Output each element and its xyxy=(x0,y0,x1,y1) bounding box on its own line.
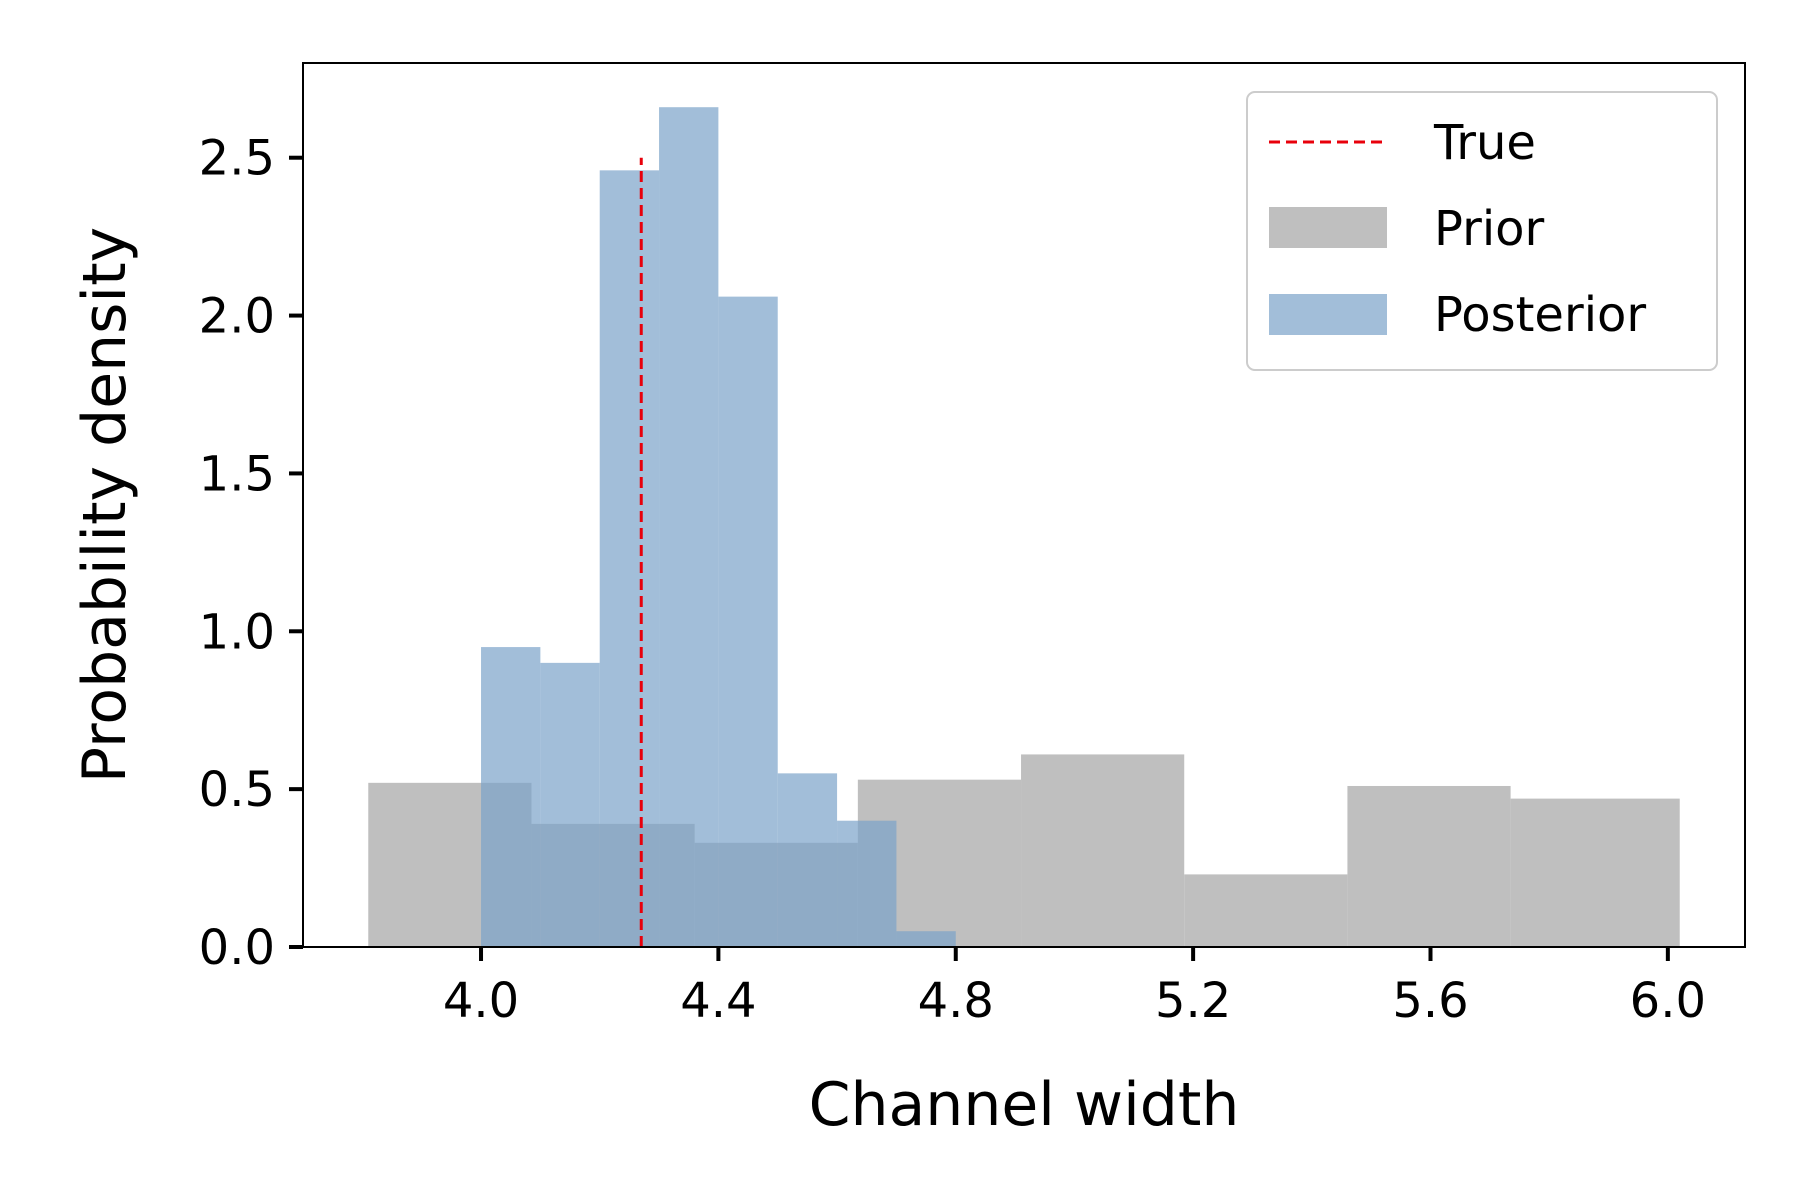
prior-bar-4 xyxy=(1021,754,1185,947)
posterior-bar-0 xyxy=(481,647,541,947)
legend: True Prior Posterior xyxy=(1246,91,1718,371)
posterior-bar-2 xyxy=(599,170,660,948)
y-tick-label: 1.5 xyxy=(199,446,275,502)
x-tick-label: 6.0 xyxy=(1630,973,1706,1029)
legend-posterior-swatch xyxy=(1269,294,1387,335)
posterior-bar-1 xyxy=(540,662,600,947)
legend-prior-swatch xyxy=(1269,207,1387,248)
y-tick-label: 1.0 xyxy=(199,604,275,660)
y-tick-label: 2.0 xyxy=(199,289,275,345)
plot-frame xyxy=(302,62,1746,948)
posterior-bar-5 xyxy=(777,773,838,947)
legend-prior-label: Prior xyxy=(1434,201,1545,257)
posterior-bar-4 xyxy=(718,296,778,948)
prior-bar-7 xyxy=(1510,798,1680,947)
y-axis-label: Probability density xyxy=(70,227,140,783)
legend-true-label: True xyxy=(1433,115,1536,171)
legend-posterior-label: Posterior xyxy=(1434,287,1646,343)
x-tick-label: 4.4 xyxy=(680,973,756,1029)
x-tick-label: 5.6 xyxy=(1392,973,1468,1029)
x-tick-label: 4.8 xyxy=(918,973,994,1029)
y-tick-label: 0.0 xyxy=(199,920,275,976)
y-axis-ticks: 0.0 0.5 1.0 1.5 2.0 2.5 xyxy=(199,131,303,976)
x-tick-label: 4.0 xyxy=(443,973,519,1029)
posterior-bars xyxy=(481,107,956,948)
x-axis-label: Channel width xyxy=(809,1070,1240,1140)
x-axis-ticks: 4.0 4.4 4.8 5.2 5.6 6.0 xyxy=(443,947,1706,1029)
prior-bar-6 xyxy=(1347,785,1511,947)
prior-bar-5 xyxy=(1184,874,1348,947)
y-tick-label: 0.5 xyxy=(199,762,275,818)
y-tick-label: 2.5 xyxy=(199,131,275,187)
posterior-bar-7 xyxy=(896,931,956,947)
posterior-bar-3 xyxy=(659,107,719,947)
x-tick-label: 5.2 xyxy=(1155,973,1231,1029)
posterior-bar-6 xyxy=(837,820,897,947)
